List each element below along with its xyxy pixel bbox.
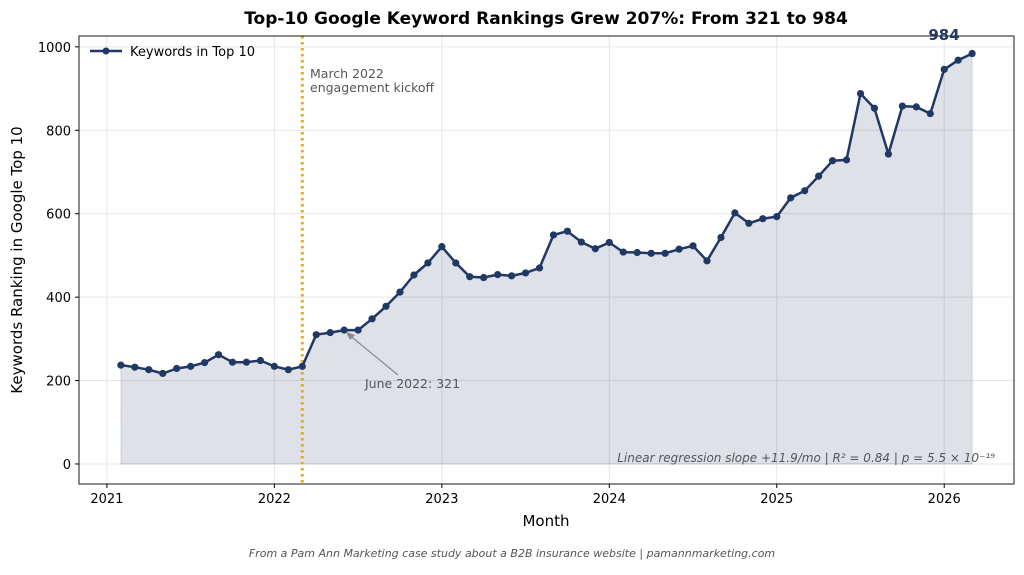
data-point <box>633 248 641 257</box>
footer: From a Pam Ann Marketing case study abou… <box>249 547 775 560</box>
x-tick-label: 2021 <box>90 492 123 507</box>
y-tick-label: 800 <box>46 124 71 139</box>
data-point <box>214 351 223 359</box>
data-point <box>647 249 655 257</box>
data-point <box>382 302 390 310</box>
data-point <box>200 359 209 367</box>
data-point <box>354 326 362 334</box>
data-point <box>438 243 446 251</box>
y-axis-label: Keywords Ranking in Google Top 10 <box>8 126 26 393</box>
data-point <box>270 362 278 370</box>
data-point <box>898 102 906 110</box>
data-point <box>117 361 125 369</box>
x-axis-label: Month <box>522 512 569 530</box>
data-point <box>549 231 558 239</box>
regression-note: Linear regression slope +11.9/mo | R² = … <box>617 451 995 465</box>
data-point <box>815 172 823 180</box>
data-point <box>535 264 544 272</box>
data-point <box>577 238 585 246</box>
data-point <box>801 187 809 195</box>
data-point <box>173 364 181 373</box>
data-point <box>926 109 934 118</box>
data-point <box>466 273 474 281</box>
y-tick-label: 400 <box>46 291 71 306</box>
data-point <box>884 150 893 158</box>
data-point <box>131 363 139 371</box>
data-point <box>954 56 962 64</box>
data-point <box>368 315 376 323</box>
grid <box>79 36 1014 484</box>
data-point <box>773 213 781 221</box>
data-point <box>228 358 237 366</box>
kickoff-label-line1: March 2022 <box>310 66 384 81</box>
data-point <box>494 270 502 279</box>
data-point <box>563 227 572 235</box>
area-fill <box>120 52 973 465</box>
data-point <box>912 103 920 111</box>
x-tick-label: 2022 <box>258 492 291 507</box>
data-point <box>312 331 320 339</box>
data-point <box>591 245 599 253</box>
final-value-label: 984 <box>928 26 959 44</box>
data-point <box>340 326 348 334</box>
data-point <box>605 238 613 247</box>
data-point <box>480 273 488 282</box>
data-point <box>842 156 851 164</box>
data-point <box>424 259 432 267</box>
x-tick-label: 2025 <box>760 492 793 507</box>
plot-frame <box>78 35 1015 485</box>
data-point <box>242 358 251 366</box>
data-point <box>159 369 167 378</box>
data-point <box>717 233 725 242</box>
data-point <box>521 269 530 277</box>
data-point <box>856 89 865 98</box>
data-point <box>689 242 697 250</box>
data-point <box>675 245 683 253</box>
data-point <box>452 259 460 267</box>
kickoff-label-line2: engagement kickoff <box>310 80 435 95</box>
data-point <box>870 104 879 112</box>
data-point <box>396 288 404 296</box>
arrow-head <box>346 332 355 340</box>
data-point <box>759 215 767 223</box>
y-tick-label: 200 <box>46 375 71 390</box>
data-point <box>298 362 306 370</box>
data-point <box>731 209 739 217</box>
data-point <box>745 219 753 227</box>
june-annotation-label: June 2022: 321 <box>364 376 460 391</box>
data-point <box>968 49 976 58</box>
legend-entry: Keywords in Top 10 <box>130 45 255 60</box>
data-point <box>326 328 334 337</box>
data-point <box>145 366 153 374</box>
chart-title: Top-10 Google Keyword Rankings Grew 207%… <box>244 9 848 29</box>
data-point <box>828 157 837 165</box>
series-points <box>117 49 976 378</box>
data-point <box>256 356 265 365</box>
axis-ticks: 2021 2022 2023 2024 2025 2026 0 200 400 600 800 100… <box>38 41 961 507</box>
data-point <box>187 362 195 370</box>
data-point <box>940 65 948 73</box>
y-tick-label: 1000 <box>38 41 71 56</box>
data-point <box>661 249 669 257</box>
y-tick-label: 0 <box>63 458 71 473</box>
data-point <box>284 366 292 374</box>
data-point <box>787 194 795 202</box>
data-point <box>508 272 516 280</box>
y-tick-label: 600 <box>46 208 71 223</box>
data-point <box>703 257 711 265</box>
x-tick-label: 2026 <box>928 492 961 507</box>
data-point <box>410 271 418 279</box>
june-annotation-arrow <box>347 333 399 376</box>
legend: Keywords in Top 10 <box>90 45 255 60</box>
x-tick-label: 2023 <box>425 492 458 507</box>
data-point <box>619 248 627 256</box>
x-tick-label: 2024 <box>593 492 626 507</box>
